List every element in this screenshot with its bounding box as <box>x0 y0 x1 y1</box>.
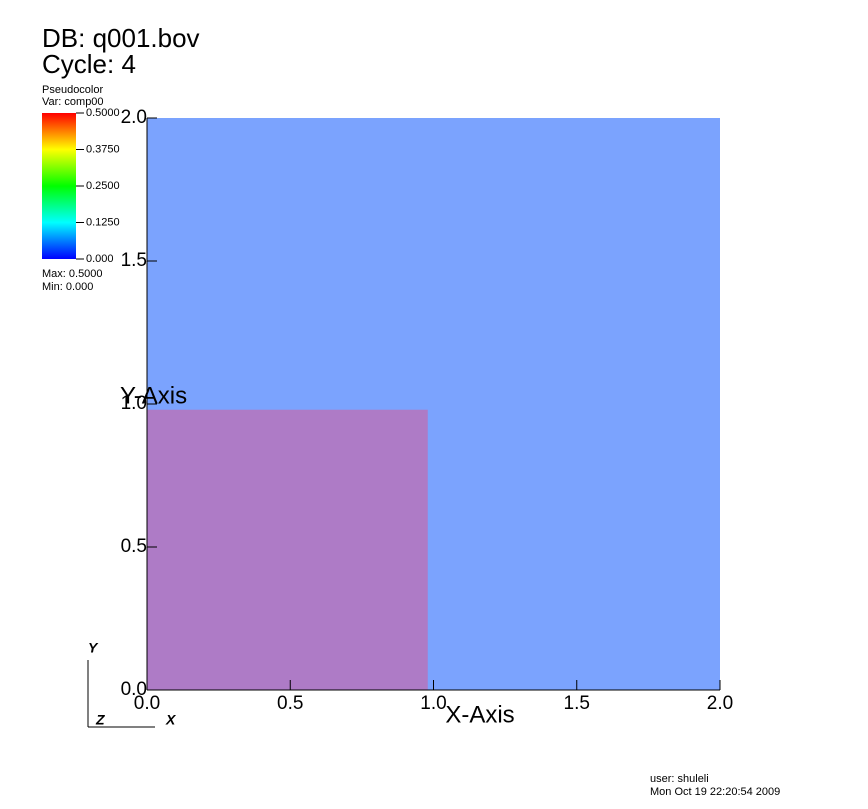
triad-z: Z <box>95 712 105 728</box>
y-tick-label: 1.5 <box>121 250 147 271</box>
y-tick-label: 0.0 <box>121 679 147 700</box>
x-tick-label: 2.0 <box>707 693 733 714</box>
x-axis-label: X-Axis <box>445 701 514 728</box>
legend-plot: Pseudocolor <box>42 84 103 96</box>
x-tick-label: 0.0 <box>134 693 160 714</box>
x-tick-label: 1.5 <box>564 693 590 714</box>
colorbar-tick-label: 0.000 <box>86 253 114 265</box>
colorbar <box>42 113 76 259</box>
colorbar-tick-label: 0.3750 <box>86 143 120 155</box>
footer-user: user: shuleli <box>650 773 709 785</box>
region <box>147 409 428 690</box>
legend-max: Max: 0.5000 <box>42 268 103 280</box>
legend-min: Min: 0.000 <box>42 281 93 293</box>
triad: Y Z X <box>87 640 177 728</box>
colorbar-tick-label: 0.1250 <box>86 216 120 228</box>
y-tick-label: 1.0 <box>121 393 147 414</box>
cycle-title: Cycle: 4 <box>42 49 136 79</box>
x-tick-label: 0.5 <box>277 693 303 714</box>
triad-x: X <box>165 712 177 728</box>
colorbar-tick-label: 0.5000 <box>86 107 120 119</box>
legend-var: Var: comp00 <box>42 96 104 108</box>
y-axis-label: Y-Axis <box>120 382 187 409</box>
colorbar-tick-label: 0.2500 <box>86 180 120 192</box>
x-tick-label: 1.0 <box>420 693 446 714</box>
y-tick-label: 2.0 <box>121 107 147 128</box>
y-tick-label: 0.5 <box>121 536 147 557</box>
db-title: DB: q001.bov <box>42 23 200 53</box>
footer-date: Mon Oct 19 22:20:54 2009 <box>650 786 780 798</box>
triad-y: Y <box>88 640 99 656</box>
